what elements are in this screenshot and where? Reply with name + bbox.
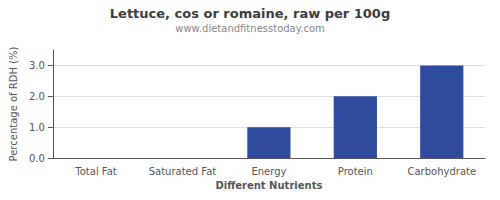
svg-text:Carbohydrate: Carbohydrate: [407, 166, 476, 177]
svg-text:1.0: 1.0: [29, 122, 45, 133]
svg-text:Lettuce, cos or romaine, raw p: Lettuce, cos or romaine, raw per 100g: [110, 6, 390, 21]
svg-text:Protein: Protein: [338, 166, 373, 177]
svg-text:www.dietandfitnesstoday.com: www.dietandfitnesstoday.com: [175, 23, 324, 34]
svg-text:Total Fat: Total Fat: [74, 166, 116, 177]
svg-text:3.0: 3.0: [29, 60, 45, 71]
svg-text:Energy: Energy: [251, 166, 286, 177]
svg-text:Saturated Fat: Saturated Fat: [149, 166, 217, 177]
svg-text:Different Nutrients: Different Nutrients: [215, 180, 322, 191]
svg-text:2.0: 2.0: [29, 91, 45, 102]
svg-text:Percentage of RDH (%): Percentage of RDH (%): [8, 46, 19, 161]
svg-text:0.0: 0.0: [29, 153, 45, 164]
